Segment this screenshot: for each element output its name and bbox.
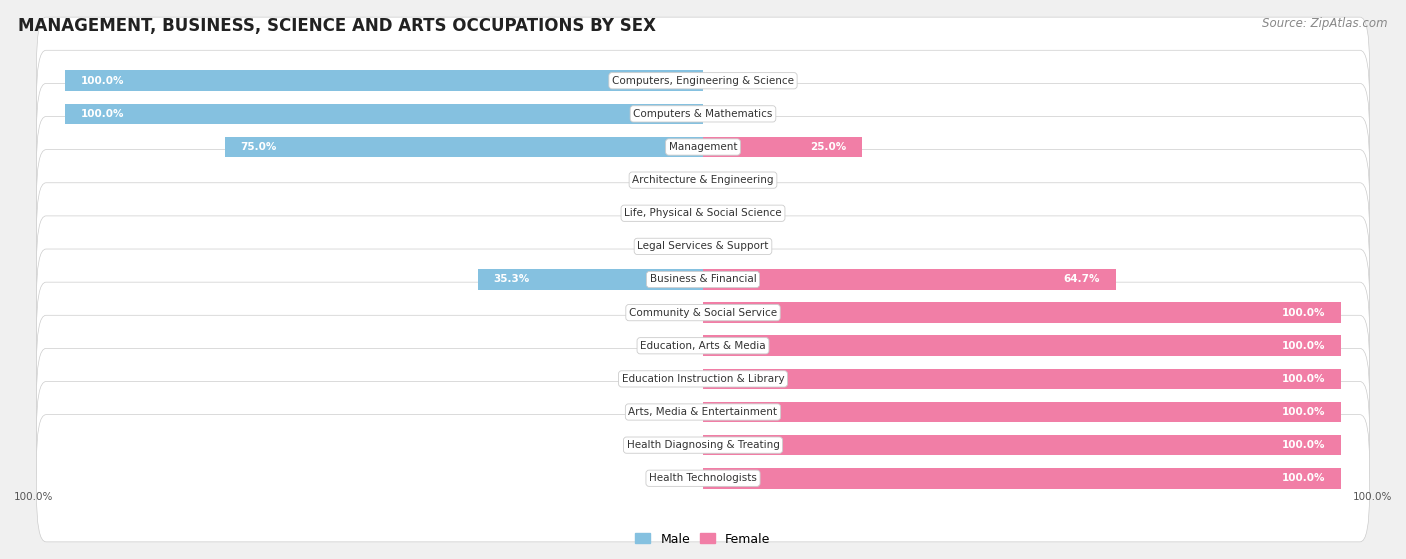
Bar xyxy=(703,137,862,157)
Text: Computers & Mathematics: Computers & Mathematics xyxy=(633,109,773,119)
Legend: Male, Female: Male, Female xyxy=(630,528,776,551)
Text: 100.0%: 100.0% xyxy=(1281,473,1324,484)
Text: 0.0%: 0.0% xyxy=(668,175,693,185)
Text: Source: ZipAtlas.com: Source: ZipAtlas.com xyxy=(1263,17,1388,30)
Text: Health Diagnosing & Treating: Health Diagnosing & Treating xyxy=(627,440,779,450)
Bar xyxy=(703,335,1341,356)
Text: 35.3%: 35.3% xyxy=(494,274,530,285)
Text: 100.0%: 100.0% xyxy=(14,492,53,502)
Text: 0.0%: 0.0% xyxy=(668,209,693,218)
Text: Community & Social Service: Community & Social Service xyxy=(628,307,778,318)
Text: 100.0%: 100.0% xyxy=(1281,407,1324,417)
Text: 100.0%: 100.0% xyxy=(1281,307,1324,318)
Text: 0.0%: 0.0% xyxy=(668,241,693,252)
Bar xyxy=(703,269,1116,290)
Bar xyxy=(703,302,1341,323)
FancyBboxPatch shape xyxy=(37,348,1369,476)
Text: Legal Services & Support: Legal Services & Support xyxy=(637,241,769,252)
FancyBboxPatch shape xyxy=(37,415,1369,542)
Text: Architecture & Engineering: Architecture & Engineering xyxy=(633,175,773,185)
Bar xyxy=(65,103,703,124)
Text: MANAGEMENT, BUSINESS, SCIENCE AND ARTS OCCUPATIONS BY SEX: MANAGEMENT, BUSINESS, SCIENCE AND ARTS O… xyxy=(18,17,657,35)
Text: 0.0%: 0.0% xyxy=(668,407,693,417)
Bar xyxy=(703,368,1341,389)
Text: 0.0%: 0.0% xyxy=(668,374,693,384)
Bar xyxy=(65,70,703,91)
Text: 0.0%: 0.0% xyxy=(668,341,693,350)
FancyBboxPatch shape xyxy=(37,282,1369,409)
Text: 100.0%: 100.0% xyxy=(1353,492,1392,502)
Text: 100.0%: 100.0% xyxy=(82,109,125,119)
Text: 100.0%: 100.0% xyxy=(1281,440,1324,450)
Text: 0.0%: 0.0% xyxy=(713,109,738,119)
FancyBboxPatch shape xyxy=(37,249,1369,376)
Text: 0.0%: 0.0% xyxy=(713,75,738,86)
Bar xyxy=(478,269,703,290)
Text: Life, Physical & Social Science: Life, Physical & Social Science xyxy=(624,209,782,218)
Text: Education Instruction & Library: Education Instruction & Library xyxy=(621,374,785,384)
Text: Business & Financial: Business & Financial xyxy=(650,274,756,285)
Text: Management: Management xyxy=(669,142,737,152)
Text: 75.0%: 75.0% xyxy=(240,142,277,152)
FancyBboxPatch shape xyxy=(37,183,1369,310)
Text: Health Technologists: Health Technologists xyxy=(650,473,756,484)
Text: 0.0%: 0.0% xyxy=(668,440,693,450)
Bar xyxy=(703,468,1341,489)
Bar xyxy=(225,137,703,157)
Text: 0.0%: 0.0% xyxy=(668,307,693,318)
FancyBboxPatch shape xyxy=(37,382,1369,509)
Text: Computers, Engineering & Science: Computers, Engineering & Science xyxy=(612,75,794,86)
Text: 100.0%: 100.0% xyxy=(82,75,125,86)
Text: Arts, Media & Entertainment: Arts, Media & Entertainment xyxy=(628,407,778,417)
FancyBboxPatch shape xyxy=(37,17,1369,144)
Text: 100.0%: 100.0% xyxy=(1281,341,1324,350)
Bar xyxy=(703,435,1341,456)
FancyBboxPatch shape xyxy=(37,216,1369,343)
Text: 100.0%: 100.0% xyxy=(1281,374,1324,384)
FancyBboxPatch shape xyxy=(37,116,1369,244)
Text: 0.0%: 0.0% xyxy=(713,175,738,185)
Text: 25.0%: 25.0% xyxy=(810,142,846,152)
Bar xyxy=(703,402,1341,422)
FancyBboxPatch shape xyxy=(37,50,1369,177)
Text: 0.0%: 0.0% xyxy=(713,241,738,252)
Text: 64.7%: 64.7% xyxy=(1063,274,1099,285)
Text: 0.0%: 0.0% xyxy=(668,473,693,484)
FancyBboxPatch shape xyxy=(37,315,1369,443)
Text: 0.0%: 0.0% xyxy=(713,209,738,218)
FancyBboxPatch shape xyxy=(37,83,1369,211)
FancyBboxPatch shape xyxy=(37,150,1369,277)
Text: Education, Arts & Media: Education, Arts & Media xyxy=(640,341,766,350)
